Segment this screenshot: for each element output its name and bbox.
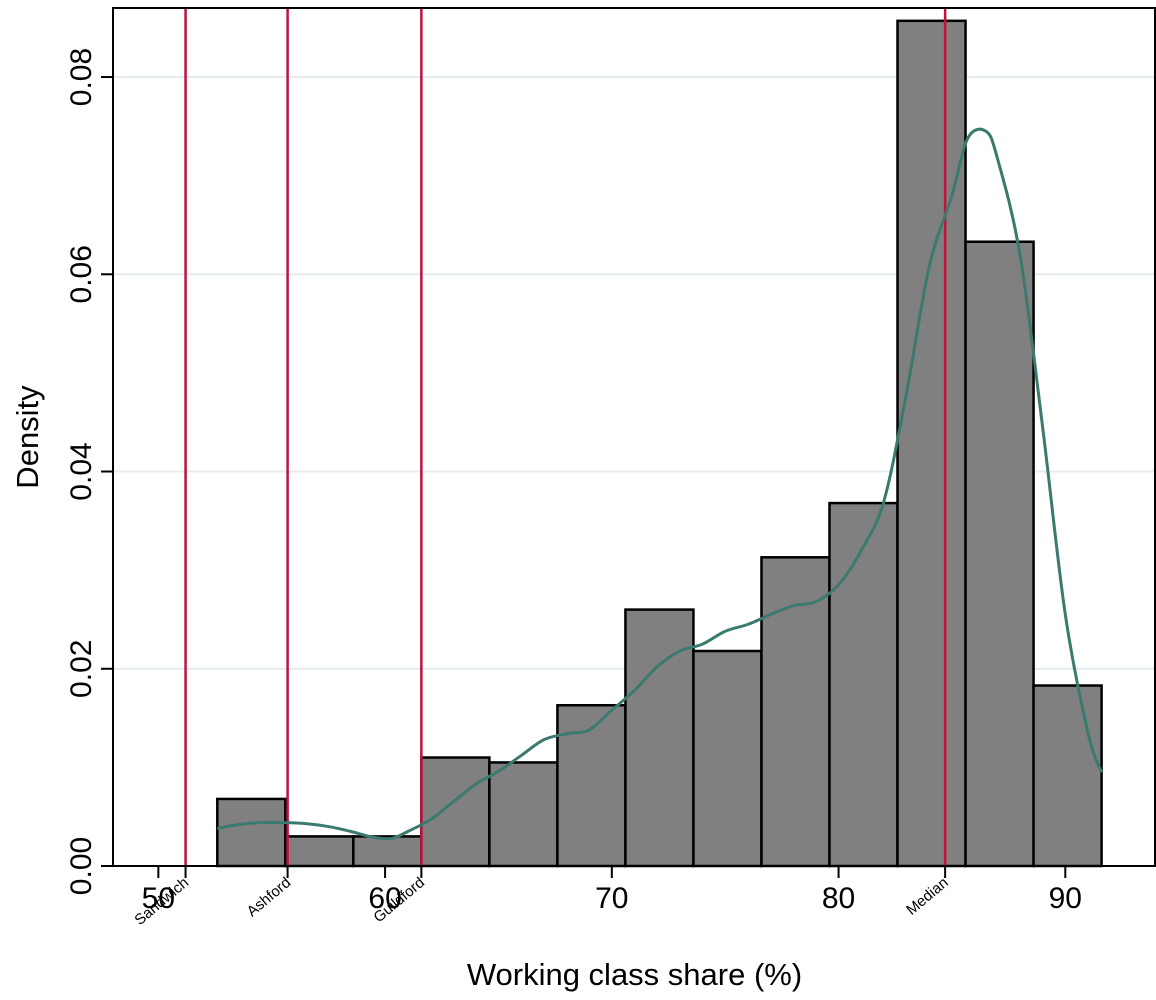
histogram-bar bbox=[692, 649, 763, 868]
x-axis-title: Working class share (%) bbox=[467, 957, 802, 992]
histogram-bar bbox=[828, 501, 899, 868]
y-tick-label: 0.02 bbox=[65, 640, 98, 698]
histogram-bar bbox=[352, 835, 423, 868]
x-tick-label: 90 bbox=[1049, 882, 1082, 915]
histogram-bars bbox=[216, 19, 1103, 868]
histogram-bar bbox=[1032, 684, 1103, 868]
y-tick-label: 0.04 bbox=[65, 442, 98, 500]
x-tick-label: 80 bbox=[822, 882, 855, 915]
histogram-bar bbox=[760, 556, 831, 868]
histogram-bar bbox=[420, 756, 491, 868]
x-tick-label: 70 bbox=[595, 882, 628, 915]
y-tick-label: 0.08 bbox=[65, 48, 98, 106]
y-tick-label: 0.06 bbox=[65, 245, 98, 303]
plot-frame bbox=[112, 7, 1156, 867]
reference-line-label: Median bbox=[903, 874, 952, 919]
histogram-bar bbox=[488, 761, 559, 868]
histogram-bar bbox=[284, 835, 355, 868]
histogram-bar bbox=[216, 797, 287, 868]
x-tick-label: 50 bbox=[142, 882, 175, 915]
reference-lines bbox=[184, 8, 947, 866]
x-tick-label: 60 bbox=[368, 882, 401, 915]
histogram-bar bbox=[896, 19, 967, 868]
y-axis-title: Density bbox=[10, 385, 45, 489]
density-curve-layer bbox=[217, 127, 1103, 841]
density-curve bbox=[217, 127, 1103, 841]
histogram-bar bbox=[964, 240, 1035, 868]
reference-line-label: Ashford bbox=[244, 874, 295, 920]
y-tick-label: 0.00 bbox=[65, 837, 98, 895]
